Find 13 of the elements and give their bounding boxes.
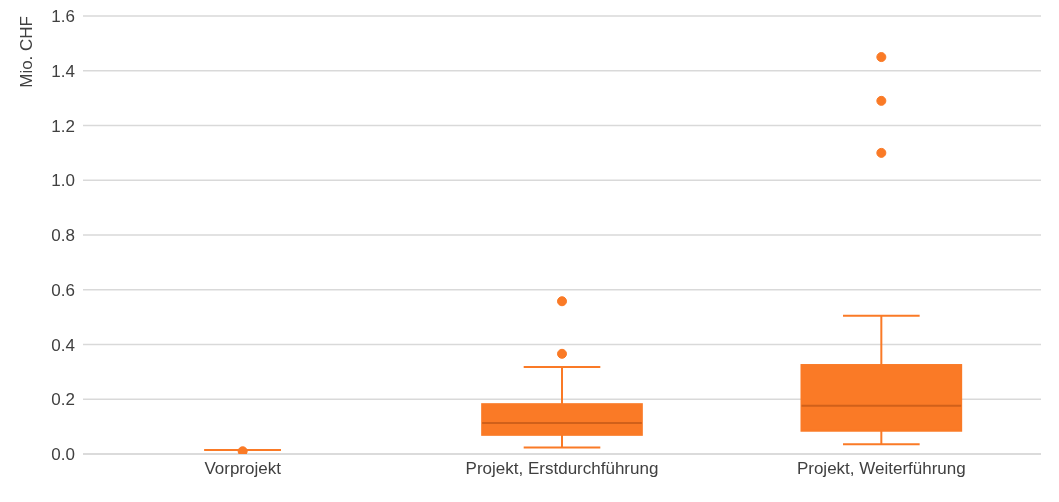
x-tick-label: Projekt, Erstdurchführung <box>465 459 659 479</box>
y-tick-label: 0.4 <box>51 335 75 355</box>
y-tick-label: 1.0 <box>51 171 75 191</box>
y-tick-label: 1.4 <box>51 61 75 81</box>
y-tick-label: 0.0 <box>51 445 75 465</box>
x-tick-label: Vorprojekt <box>204 459 282 479</box>
y-axis-title: Mio. CHF <box>17 16 36 88</box>
y-tick-label: 1.2 <box>51 116 75 136</box>
x-tick-label: Projekt, Weiterführung <box>796 459 966 479</box>
y-tick-label: 1.6 <box>51 7 75 27</box>
y-tick-label: 0.2 <box>51 390 75 410</box>
y-tick-label: 0.6 <box>51 280 75 300</box>
y-tick-label: 0.8 <box>51 226 75 246</box>
